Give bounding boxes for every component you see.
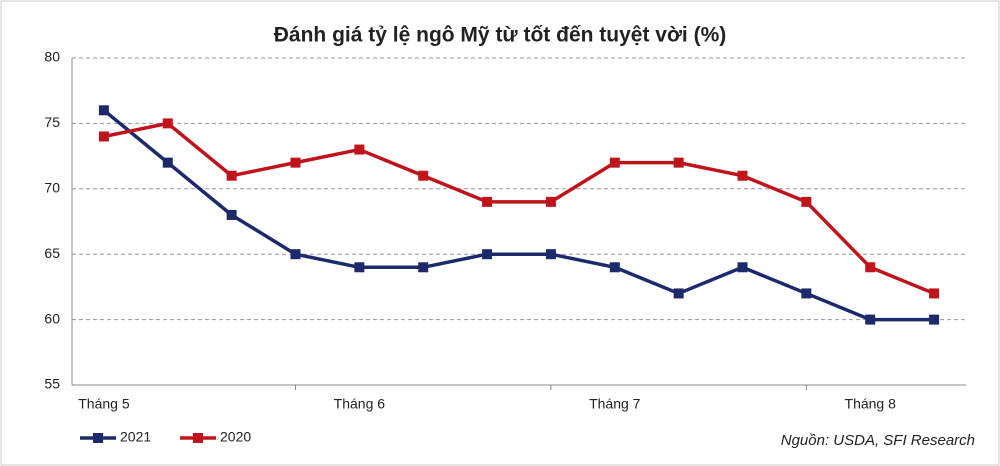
- point-marker: [929, 314, 940, 325]
- point-marker: [482, 196, 493, 207]
- point-marker: [354, 144, 365, 155]
- point-marker: [609, 262, 620, 273]
- point-marker: [482, 249, 493, 260]
- point-marker: [290, 249, 301, 260]
- point-marker: [673, 288, 684, 299]
- point-marker: [865, 314, 876, 325]
- point-marker: [98, 131, 109, 142]
- point-marker: [737, 170, 748, 181]
- y-tick-label: 65: [44, 245, 60, 261]
- source-note: Nguồn: USDA, SFI Research: [781, 432, 975, 449]
- y-tick-label: 60: [44, 310, 60, 326]
- x-tick-label: Tháng 7: [589, 396, 641, 412]
- x-tick-label: Tháng 5: [78, 396, 130, 412]
- y-tick-label: 70: [44, 180, 60, 196]
- point-marker: [545, 196, 556, 207]
- legend-marker: [193, 433, 203, 443]
- series-line: [102, 108, 935, 322]
- point-marker: [801, 288, 812, 299]
- point-marker: [162, 157, 173, 168]
- y-tick-label: 80: [44, 49, 60, 65]
- y-tick-label: 75: [44, 114, 60, 130]
- point-marker: [609, 157, 620, 168]
- point-marker: [226, 170, 237, 181]
- legend-label: 2020: [220, 429, 251, 445]
- point-marker: [673, 157, 684, 168]
- legend-marker: [93, 433, 103, 443]
- point-marker: [226, 209, 237, 220]
- point-marker: [98, 105, 109, 116]
- point-marker: [354, 262, 365, 273]
- x-tick-label: Tháng 6: [334, 396, 386, 412]
- point-marker: [418, 262, 429, 273]
- point-marker: [865, 262, 876, 273]
- legend-label: 2021: [120, 429, 151, 445]
- point-marker: [929, 288, 940, 299]
- point-marker: [545, 249, 556, 260]
- x-tick-label: Tháng 8: [845, 396, 897, 412]
- chart-title: Đánh giá tỷ lệ ngô Mỹ từ tốt đến tuyệt v…: [274, 24, 726, 47]
- series-line: [103, 121, 935, 296]
- point-marker: [418, 170, 429, 181]
- point-marker: [737, 262, 748, 273]
- point-marker: [801, 196, 812, 207]
- y-tick-label: 55: [44, 376, 60, 392]
- point-marker: [290, 157, 301, 168]
- point-marker: [162, 118, 173, 129]
